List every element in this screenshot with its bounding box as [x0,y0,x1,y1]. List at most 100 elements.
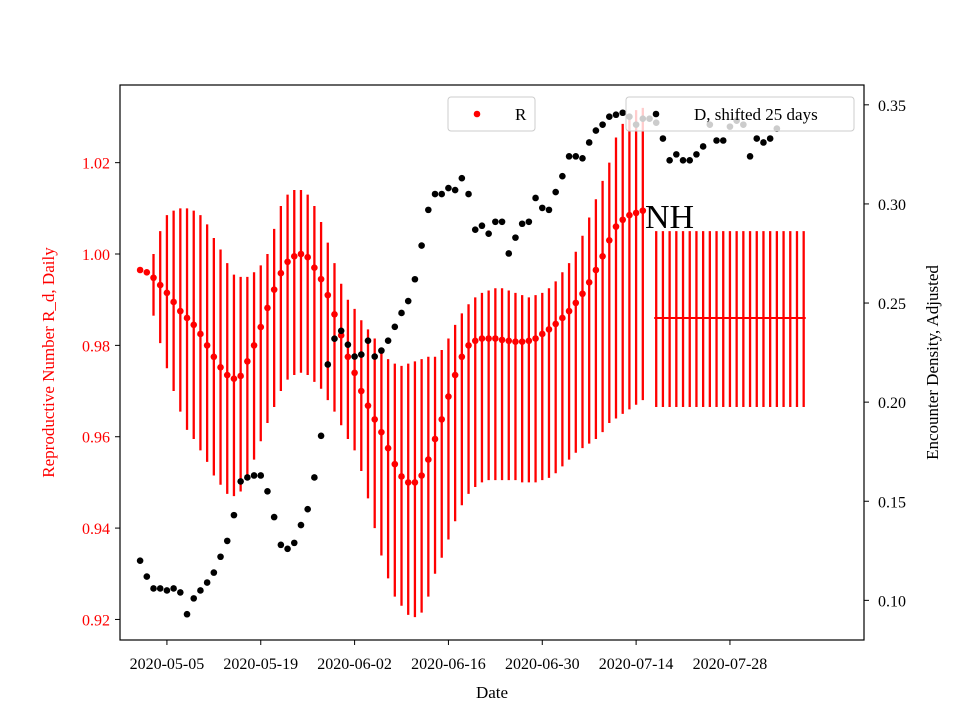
r-point [324,291,332,299]
legend-r-box [447,96,536,132]
r-point [418,472,425,479]
d-point [585,139,593,146]
d-point [371,353,379,360]
r-point [451,371,459,379]
r-point [371,416,379,423]
x-tick-label: 2020-07-28 [693,656,768,673]
d-point [311,474,318,481]
r-point [136,266,144,274]
right-y-tick-label: 0.20 [878,395,906,412]
r-point [559,314,566,322]
d-point [753,135,761,142]
d-point [532,194,539,202]
r-point [311,264,318,272]
d-point [438,190,446,198]
r-point [257,323,265,331]
d-point [384,337,392,344]
r-point [190,321,198,329]
d-point [270,513,278,521]
r-point [177,307,184,315]
x-axis: 2020-05-05 2020-05-19 2020-06-02 2020-06-16… [130,640,768,673]
r-point [518,338,526,346]
r-point [297,250,305,258]
left-y-axis: 0.92 0.94 0.96 0.98 1.00 1.02 [82,156,120,629]
d-point [619,109,627,117]
r-point [210,353,218,361]
r-point [599,252,606,260]
r-point [572,299,580,307]
r-point [270,286,278,293]
d-point [210,569,218,576]
d-point [331,335,338,343]
d-point [579,155,586,162]
left-y-tick-label: 0.92 [82,612,110,629]
d-point [599,121,606,128]
d-point [746,153,754,160]
d-point [699,143,707,150]
r-point [378,428,385,436]
r-point [143,268,151,276]
x-tick-label: 2020-05-19 [223,656,298,673]
legend-d-marker [652,110,660,118]
d-point [525,218,533,226]
r-point [156,281,164,289]
d-point [364,337,372,344]
d-point [478,222,486,230]
r-point [170,298,177,306]
d-point [217,553,224,561]
right-y-axis: 0.10 0.15 0.20 0.25 0.30 0.35 [864,98,906,610]
right-y-tick-label: 0.30 [878,197,906,214]
right-y-axis-label: Encounter Density, Adjusted [923,265,942,460]
r-point [632,209,640,217]
r-point [344,353,352,361]
r-point [250,342,258,349]
x-tick-label: 2020-07-14 [599,656,674,673]
r-point [478,335,486,342]
r-point [391,460,399,468]
d-point [565,153,573,160]
x-tick-label: 2020-06-02 [317,656,392,673]
d-point [351,353,358,360]
r-point [639,207,647,214]
r-point [545,326,553,333]
r-point [471,337,479,345]
legend-r-label: R [515,105,527,124]
r-point [163,289,171,297]
d-point [418,242,425,249]
r-point [445,393,452,400]
d-point [572,153,580,160]
r-point [619,216,627,224]
r-point [485,335,492,342]
x-tick-label: 2020-06-16 [411,656,486,673]
d-point [465,190,472,198]
d-point [445,184,452,192]
left-y-tick-label: 1.02 [82,156,110,173]
d-point [324,361,332,368]
d-point [344,341,352,348]
r-point [612,223,620,230]
chart-title: NH [645,199,694,236]
d-point [317,432,325,440]
d-point [244,474,251,481]
d-point [230,511,238,519]
r-series [136,107,647,618]
d-point [237,478,244,485]
legend-d-label: D, shifted 25 days [694,105,818,124]
r-point [150,274,157,282]
r-point [337,332,345,339]
d-point [177,589,184,596]
r-point [525,337,533,345]
r-point [438,416,446,423]
r-point [626,211,633,219]
d-point [197,587,204,594]
d-point [277,541,285,549]
d-point [458,174,466,182]
d-point [223,537,231,545]
r-point [230,375,238,383]
d-point [156,585,164,592]
r-point [431,435,439,443]
d-point [538,204,546,212]
r-point [605,237,613,244]
r-point [244,358,251,365]
r-point [364,402,372,409]
